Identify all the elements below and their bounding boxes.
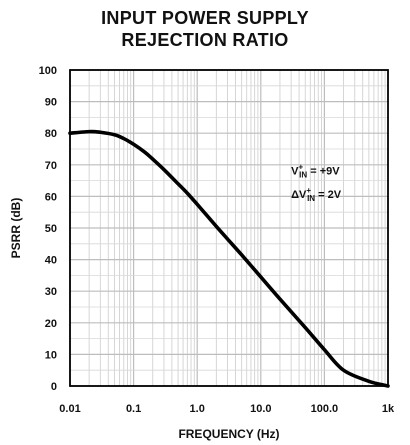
plot-frame (69, 69, 389, 387)
y-tick-label: 20 (45, 318, 57, 330)
y-tick-label: 0 (51, 381, 57, 393)
y-tick-label: 60 (45, 191, 57, 203)
y-tick-label: 30 (45, 286, 57, 298)
x-axis-label: FREQUENCY (Hz) (178, 427, 279, 441)
chart-title-line-2: REJECTION RATIO (121, 30, 289, 50)
y-tick-label: 50 (45, 223, 57, 235)
y-axis-label: PSRR (dB) (9, 198, 23, 259)
y-tick-label: 80 (45, 128, 57, 140)
y-tick-labels: 0 10 20 30 40 50 60 70 80 90 100 (39, 65, 57, 393)
x-tick-label: 100.0 (311, 403, 339, 415)
x-tick-label: 0.01 (59, 403, 80, 415)
y-tick-label: 70 (45, 160, 57, 172)
annotations: V+ IN = +9V ΔV+ IN = 2V (291, 162, 342, 203)
x-tick-label: 0.1 (126, 403, 141, 415)
annotation-text: ΔV+ IN = 2V (291, 186, 342, 203)
y-tick-label: 40 (45, 255, 57, 267)
y-tick-label: 90 (45, 97, 57, 109)
x-tick-labels: 0.01 0.1 1.0 10.0 100.0 1k (59, 403, 395, 415)
y-tick-label: 100 (39, 65, 57, 77)
y-tick-label: 10 (45, 349, 57, 361)
x-tick-label: 1k (382, 403, 395, 415)
series-line-psrr (68, 129, 390, 388)
chart-title-line-1: INPUT POWER SUPPLY (101, 8, 309, 28)
grid-lines (69, 69, 388, 387)
x-tick-label: 1.0 (190, 403, 205, 415)
x-tick-label: 10.0 (250, 403, 271, 415)
annotation-text: V+ IN = +9V (291, 162, 340, 179)
